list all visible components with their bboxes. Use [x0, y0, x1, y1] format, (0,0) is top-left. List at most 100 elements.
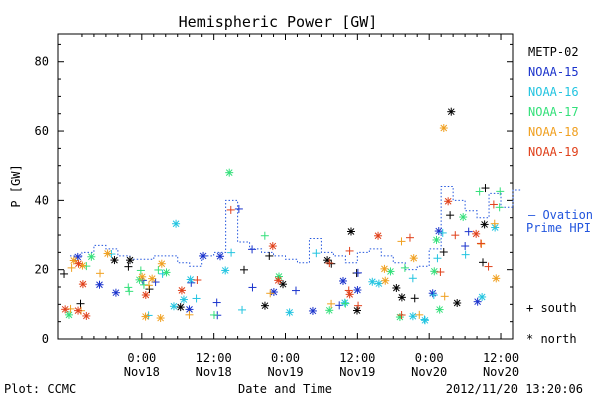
south-point — [292, 286, 301, 295]
series-legend: METP-02 NOAA-15 NOAA-16 NOAA-17 NOAA-18 NOAA-… — [528, 45, 579, 159]
south-point — [429, 291, 438, 300]
south-point — [227, 248, 236, 257]
north-point — [444, 197, 453, 206]
north-point — [392, 283, 401, 292]
north-point — [103, 249, 112, 258]
south-point — [192, 294, 201, 303]
north-point — [453, 299, 462, 308]
south-point — [325, 259, 334, 268]
legend-entry: METP-02 — [528, 45, 579, 59]
north-point — [269, 288, 278, 297]
north-point — [162, 268, 171, 277]
y-tick-label: 0 — [42, 332, 49, 346]
north-point — [110, 256, 119, 265]
north-point — [408, 312, 417, 321]
symbol-legend-entry: * north — [526, 332, 577, 346]
north-point — [111, 288, 120, 297]
south-point — [234, 204, 243, 213]
north-point — [74, 259, 83, 268]
south-point — [145, 285, 154, 294]
south-point — [433, 254, 442, 263]
north-point — [216, 252, 225, 261]
south-point — [209, 310, 218, 319]
x-tick-date-label: Nov20 — [411, 365, 447, 379]
south-point — [238, 305, 247, 314]
x-tick-time-label: 12:00 — [483, 351, 519, 365]
north-point — [346, 227, 355, 236]
x-tick-time-label: 12:00 — [339, 351, 375, 365]
south-point — [410, 294, 419, 303]
y-axis-ticks: 0 20 40 60 80 — [35, 43, 513, 346]
x-tick-date-label: Nov19 — [267, 365, 303, 379]
north-point — [169, 302, 178, 311]
north-point — [430, 267, 439, 276]
north-point — [478, 292, 487, 301]
south-point — [353, 268, 362, 277]
south-point — [461, 250, 470, 259]
north-point — [268, 242, 277, 251]
north-point — [185, 305, 194, 314]
south-point — [438, 228, 447, 237]
legend-entry: NOAA-17 — [528, 105, 579, 119]
north-point — [148, 274, 157, 283]
south-point — [124, 283, 133, 292]
south-point — [397, 310, 406, 319]
north-point — [409, 254, 418, 263]
south-point — [478, 258, 487, 267]
north-point — [156, 314, 165, 323]
north-point — [480, 220, 489, 229]
ovation-hpi-line — [69, 186, 521, 271]
south-point — [420, 315, 429, 324]
legend-entry: NOAA-19 — [528, 145, 579, 159]
south-point — [495, 203, 504, 212]
north-point — [186, 275, 195, 284]
south-point — [144, 281, 153, 290]
x-tick-time-label: 0:00 — [271, 351, 300, 365]
y-axis-label: P [GW] — [9, 164, 23, 207]
south-point — [451, 231, 460, 240]
south-point — [327, 259, 336, 268]
x-tick-date-label: Nov19 — [339, 365, 375, 379]
south-point — [489, 200, 498, 209]
south-point — [440, 292, 449, 301]
south-point — [344, 286, 353, 295]
legend-entry: NOAA-15 — [528, 65, 579, 79]
south-point — [125, 287, 134, 296]
south-point — [400, 263, 409, 272]
north-point — [459, 213, 468, 222]
north-point — [380, 264, 389, 273]
north-point — [374, 279, 383, 288]
south-point — [154, 265, 163, 274]
north-point — [274, 276, 283, 285]
north-point — [95, 280, 104, 289]
north-point — [176, 303, 185, 312]
north-point — [82, 311, 91, 320]
north-point — [64, 310, 73, 319]
chart-title: Hemispheric Power [GW] — [179, 13, 378, 31]
north-point — [397, 293, 406, 302]
south-point — [345, 246, 354, 255]
north-point — [138, 272, 147, 281]
south-point — [265, 251, 274, 260]
legend-entry: NOAA-18 — [528, 125, 579, 139]
north-point — [340, 298, 349, 307]
north-point — [141, 291, 150, 300]
south-point — [405, 233, 414, 242]
north-point — [125, 256, 134, 265]
x-tick-date-label: Nov20 — [483, 365, 519, 379]
south-point — [439, 248, 448, 257]
south-point — [475, 187, 484, 196]
y-tick-label: 80 — [35, 55, 49, 69]
north-point — [352, 306, 361, 315]
south-point — [461, 242, 470, 251]
north-point — [472, 229, 481, 238]
x-axis-ticks: 0:00Nov1812:00Nov180:00Nov1912:00Nov190:… — [81, 34, 519, 379]
south-point — [239, 265, 248, 274]
north-point — [87, 252, 96, 261]
south-point — [490, 219, 499, 228]
south-point — [76, 299, 85, 308]
north-point — [308, 306, 317, 315]
legend-entry: NOAA-16 — [528, 85, 579, 99]
south-point — [96, 269, 105, 278]
